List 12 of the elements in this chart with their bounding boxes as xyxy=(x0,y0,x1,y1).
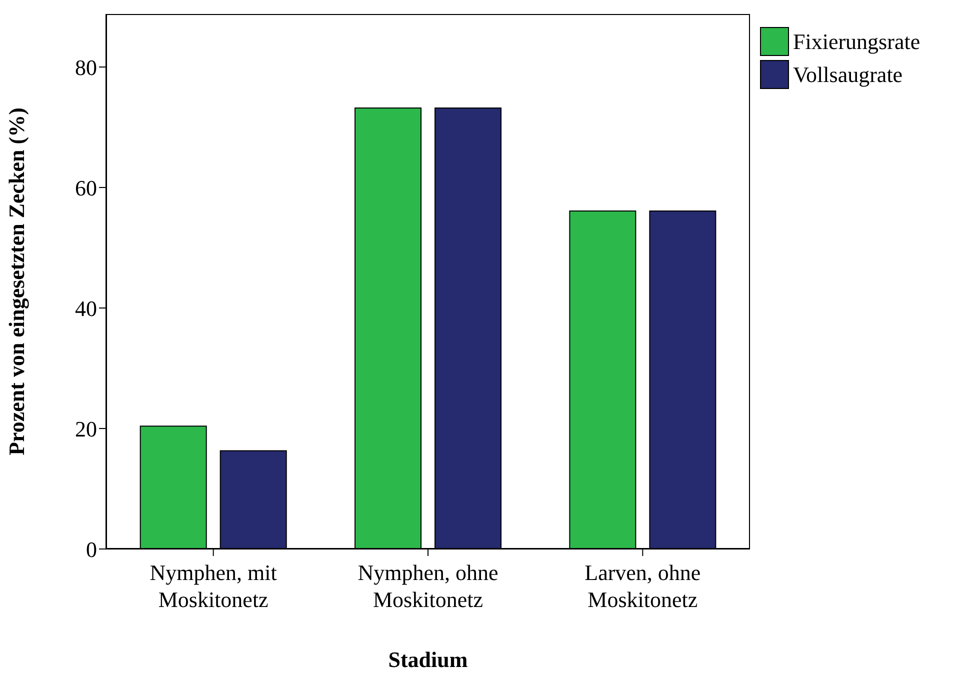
x-tick-label: Larven, ohne Moskitonetz xyxy=(584,560,701,612)
y-tick-label: 20 xyxy=(75,416,97,442)
x-axis-title: Stadium xyxy=(388,647,468,672)
y-tick-label: 40 xyxy=(75,296,97,321)
legend-label: Vollsaugrate xyxy=(793,62,903,88)
x-tick-label: Nymphen, ohne Moskitonetz xyxy=(358,560,498,612)
x-tick-label: Nymphen, mit Moskitonetz xyxy=(150,560,277,612)
legend-label: Fixierungsrate xyxy=(793,28,920,54)
y-axis-title: Prozent von eingesetzten Zecken (%) xyxy=(4,108,29,456)
y-tick-label: 0 xyxy=(86,536,97,562)
y-tick-label: 80 xyxy=(75,54,97,80)
y-tick-label: 60 xyxy=(75,175,97,200)
